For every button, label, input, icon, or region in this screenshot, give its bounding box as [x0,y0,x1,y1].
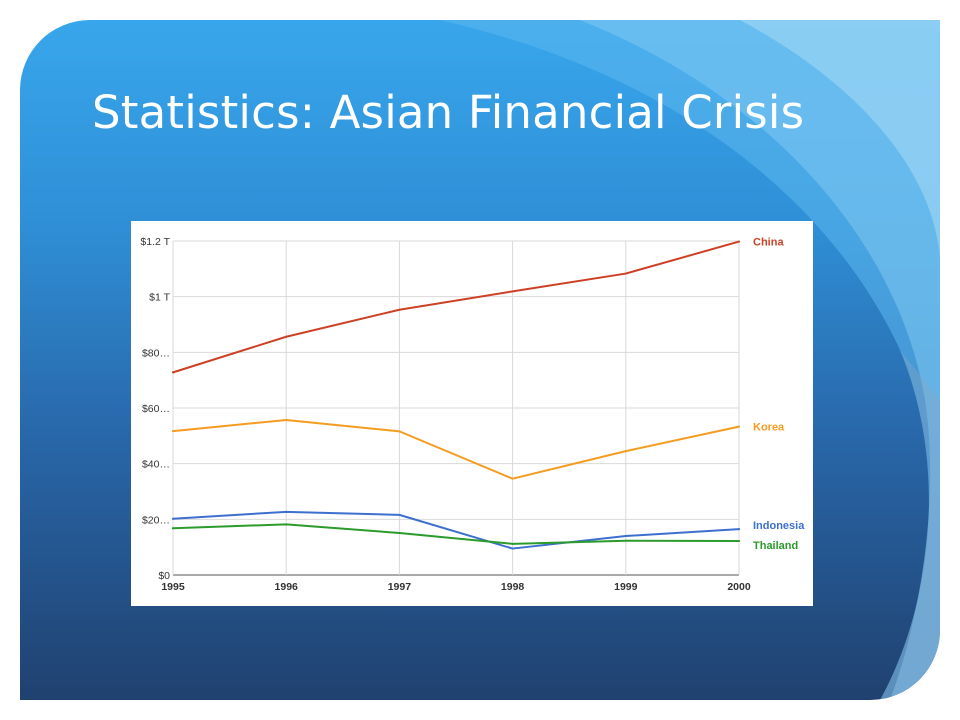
y-axis-ticks: $0 $20… $40… $60… $80… $1 T $1.2 T [140,236,170,582]
x-tick-label: 2000 [727,581,751,593]
series-label-thailand: Thailand [753,540,798,552]
series-label-china: China [753,237,784,249]
y-tick-label: $80… [142,347,170,359]
data-point-indonesia [511,547,514,550]
x-tick-label: 1997 [388,581,412,593]
series-label-indonesia: Indonesia [753,520,805,532]
series-labels: China Korea Indonesia Thailand [753,237,805,552]
y-tick-label: $60… [142,403,170,415]
y-tick-label: $1 T [149,292,170,304]
data-point-korea [285,418,288,421]
series-label-korea: Korea [753,422,785,434]
y-tick-label: $20… [142,514,170,526]
data-point-thailand [172,527,174,530]
data-point-thailand [738,540,740,543]
data-point-korea [511,477,514,480]
data-point-thailand [624,539,627,542]
slide-title: Statistics: Asian Financial Crisis [92,86,805,139]
line-chart: $0$20…$40…$60…$80…$1 T$1.2 T 1995 1996 199… [140,236,805,593]
series-lines [172,240,740,550]
series-line-thailand [172,523,740,545]
data-point-korea [398,430,401,433]
data-point-korea [738,425,740,428]
data-point-china [285,335,288,338]
data-point-indonesia [172,517,174,520]
data-point-china [398,308,401,311]
data-point-china [624,272,627,275]
y-tick-label: $0 [158,570,170,582]
series-line-korea [172,418,740,480]
x-tick-label: 1999 [614,581,638,593]
x-tick-label: 1996 [275,581,299,593]
data-point-thailand [285,523,288,526]
data-point-china [511,290,514,293]
grid-lines [172,240,740,576]
series-line-china [172,240,740,374]
data-point-indonesia [398,513,401,516]
data-point-indonesia [285,510,288,513]
data-point-thailand [511,542,514,545]
data-point-indonesia [624,535,627,538]
background-swoosh-decoration [440,20,940,700]
data-point-china [738,240,740,243]
x-tick-label: 1995 [161,581,185,593]
data-point-thailand [398,531,401,534]
series-line-indonesia [172,510,740,550]
data-point-indonesia [738,528,740,531]
data-point-korea [624,450,627,453]
y-tick-label: $40… [142,459,170,471]
data-point-korea [172,430,174,433]
x-axis-ticks: 1995 1996 1997 1998 1999 2000 [161,581,751,593]
chart-panel: $0 $20… $40… $60… $80… $1 T $1.2 T 1995 1996 199… [131,221,813,606]
y-tick-label: $1.2 T [140,236,170,248]
data-point-china [172,371,174,374]
x-tick-label: 1998 [501,581,525,593]
